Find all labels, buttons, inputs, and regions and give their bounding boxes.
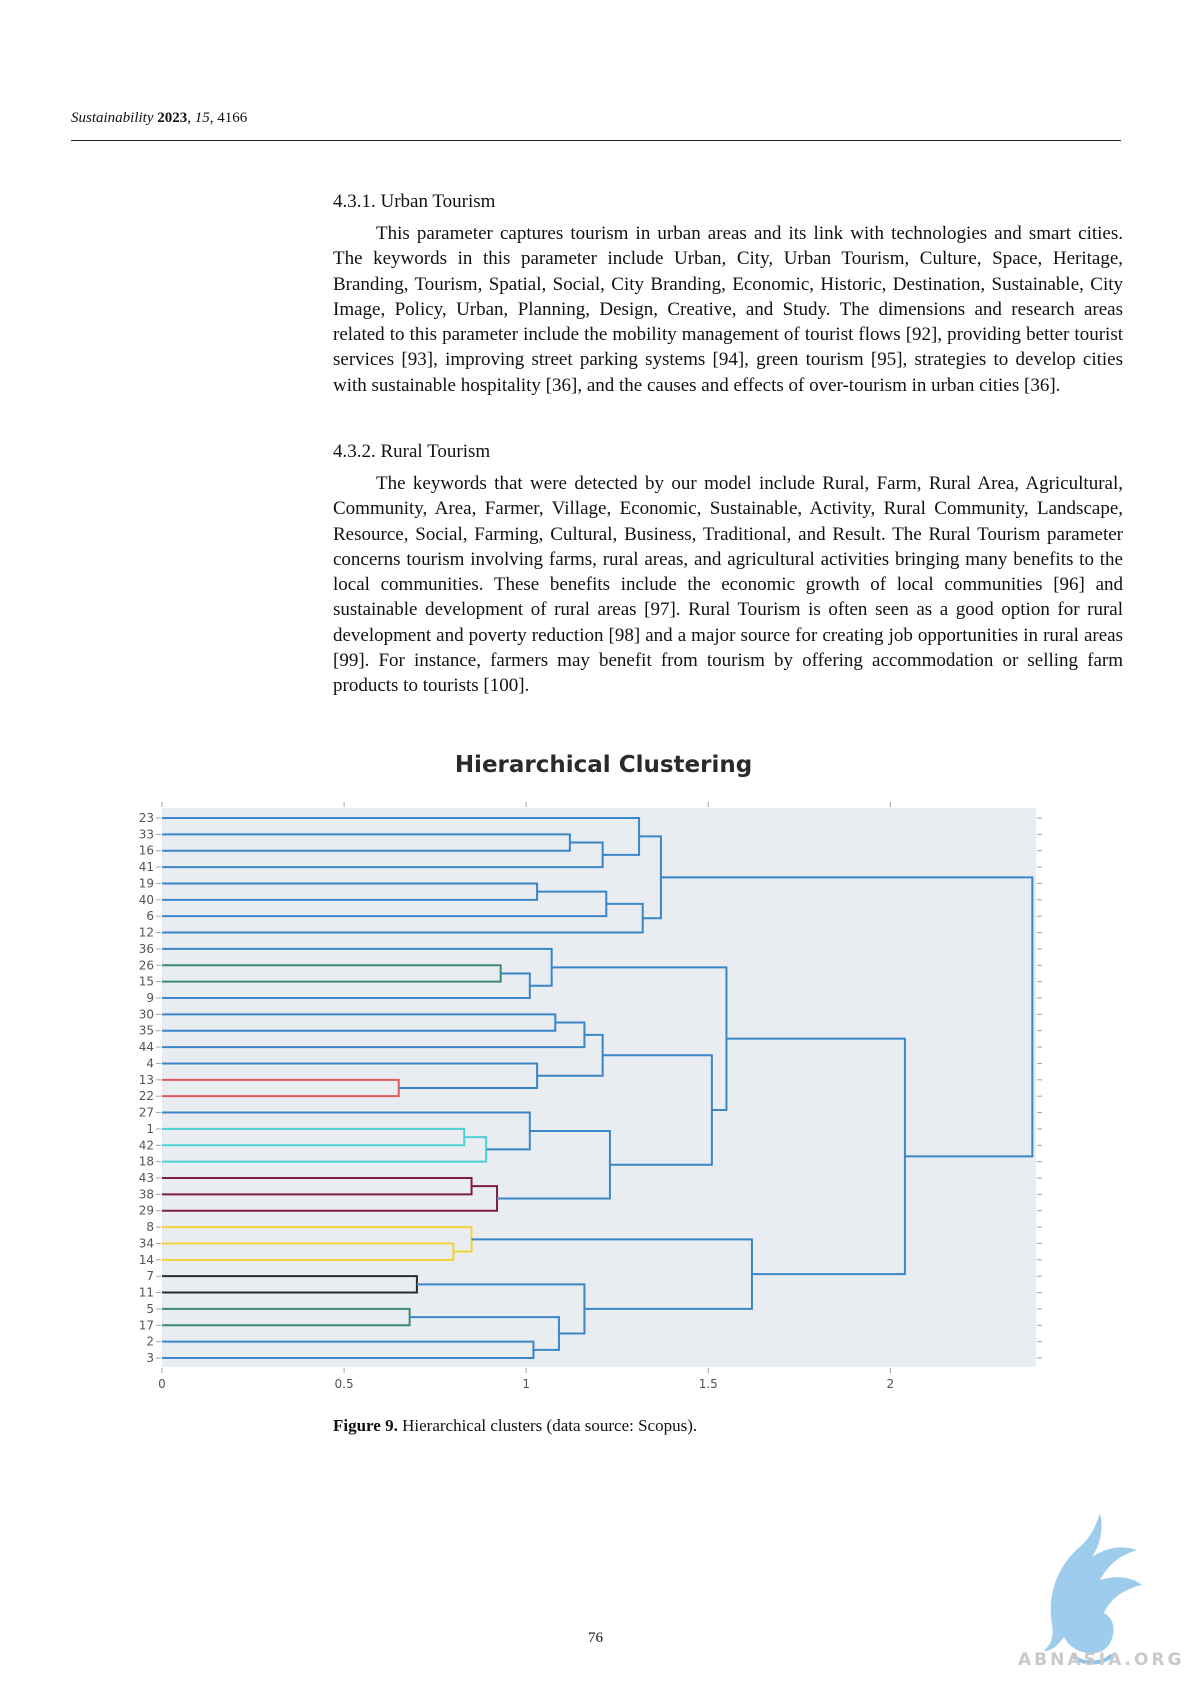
leaf-label: 36: [139, 942, 154, 956]
journal-volume: 15: [194, 110, 210, 126]
x-tick-label: 2: [887, 1377, 895, 1391]
leaf-label: 9: [146, 991, 154, 1005]
x-tick-label: 0: [158, 1377, 166, 1391]
x-tick-label: 0.5: [335, 1377, 354, 1391]
dendrogram-link: [162, 817, 641, 856]
leaf-label: 35: [139, 1024, 154, 1038]
leaf-label: 3: [146, 1351, 154, 1365]
page-number: 76: [588, 1630, 603, 1646]
dendrogram-link: [660, 876, 1034, 1158]
dendrogram-link: [162, 1111, 531, 1151]
article-number: 4166: [217, 110, 248, 126]
leaf-label: 2: [146, 1335, 154, 1349]
leaf-label: 6: [146, 909, 154, 923]
leaf-label: 44: [139, 1040, 154, 1054]
leaf-label: 19: [139, 876, 154, 890]
section-urban-tourism: 4.3.1. Urban Tourism This parameter capt…: [333, 191, 1123, 398]
dendrogram-chart: 0 0.5 1 1.5 22333164119406123626159303544413…: [139, 802, 1042, 1391]
griffin-logo-icon: [1044, 1513, 1142, 1665]
section-title: 4.3.2. Rural Tourism: [333, 441, 491, 462]
figure-caption: Figure 9. Hierarchical clusters (data so…: [333, 1416, 697, 1436]
dendrogram-link: [162, 1185, 499, 1212]
leaf-label: 1: [146, 1122, 154, 1136]
leaf-label: 42: [139, 1138, 154, 1152]
leaf-label: 38: [139, 1187, 154, 1201]
leaf-label: 15: [139, 975, 154, 989]
dendrogram-link: [162, 1136, 488, 1163]
dendrogram-link: [162, 890, 608, 918]
dendrogram-link: [162, 1078, 400, 1098]
leaf-label: 4: [146, 1056, 154, 1070]
leaf-label: 33: [139, 827, 154, 841]
chart-title: Hierarchical Clustering: [454, 752, 753, 778]
figure-caption-text: Hierarchical clusters (data source: Scop…: [402, 1416, 698, 1435]
x-tick-label: 1.5: [699, 1377, 718, 1391]
figure-dendrogram: Hierarchical Clustering 0 0.5 1 1.5 2 23 33 16 4…: [126, 752, 1062, 1402]
journal-year: 2023: [157, 110, 188, 126]
leaf-label: 16: [139, 844, 154, 858]
section-rural-tourism: 4.3.2. Rural Tourism The keywords that w…: [333, 441, 1123, 699]
journal-name: Sustainability: [71, 110, 154, 126]
leaf-label: 7: [146, 1269, 154, 1283]
leaf-label: 40: [139, 893, 154, 907]
dendrogram-link: [162, 1021, 586, 1049]
dendrogram-link: [162, 972, 531, 999]
leaf-label: 18: [139, 1155, 154, 1169]
leaf-label: 17: [139, 1318, 154, 1332]
leaf-label: 27: [139, 1106, 154, 1120]
dendrogram-link: [162, 1307, 411, 1327]
leaf-label: 5: [146, 1302, 154, 1316]
figure-label: Figure 9.: [333, 1416, 398, 1435]
leaf-label: 43: [139, 1171, 154, 1185]
leaf-label: 41: [139, 860, 154, 874]
leaf-label: 29: [139, 1204, 154, 1218]
section-paragraph: The keywords that were detected by our m…: [333, 473, 1123, 697]
leaf-label: 13: [139, 1073, 154, 1087]
section-title: 4.3.1. Urban Tourism: [333, 191, 496, 212]
dendrogram-link: [639, 835, 662, 920]
dendrogram-link: [162, 1127, 466, 1147]
x-tick-label: 1: [522, 1377, 530, 1391]
leaf-label: 26: [139, 958, 154, 972]
leaf-label: 11: [139, 1286, 154, 1300]
leaf-label: 8: [146, 1220, 154, 1234]
leaf-label: 34: [139, 1236, 154, 1250]
watermark-text: ABNASIA.ORG: [1018, 1650, 1185, 1670]
running-head: Sustainability 2023, 15, 4166: [71, 110, 248, 126]
dendrogram-link: [162, 1242, 455, 1261]
leaf-label: 23: [139, 811, 154, 825]
dendrogram-link: [551, 966, 728, 1111]
leaf-label: 12: [139, 926, 154, 940]
header-rule: [71, 140, 1121, 141]
section-paragraph: This parameter captures tourism in urban…: [333, 223, 1123, 396]
leaf-label: 14: [139, 1253, 154, 1267]
dendrogram-link: [162, 947, 553, 987]
leaf-label: 30: [139, 1007, 154, 1021]
dendrogram-link: [416, 1283, 586, 1335]
leaf-label: 22: [139, 1089, 154, 1103]
